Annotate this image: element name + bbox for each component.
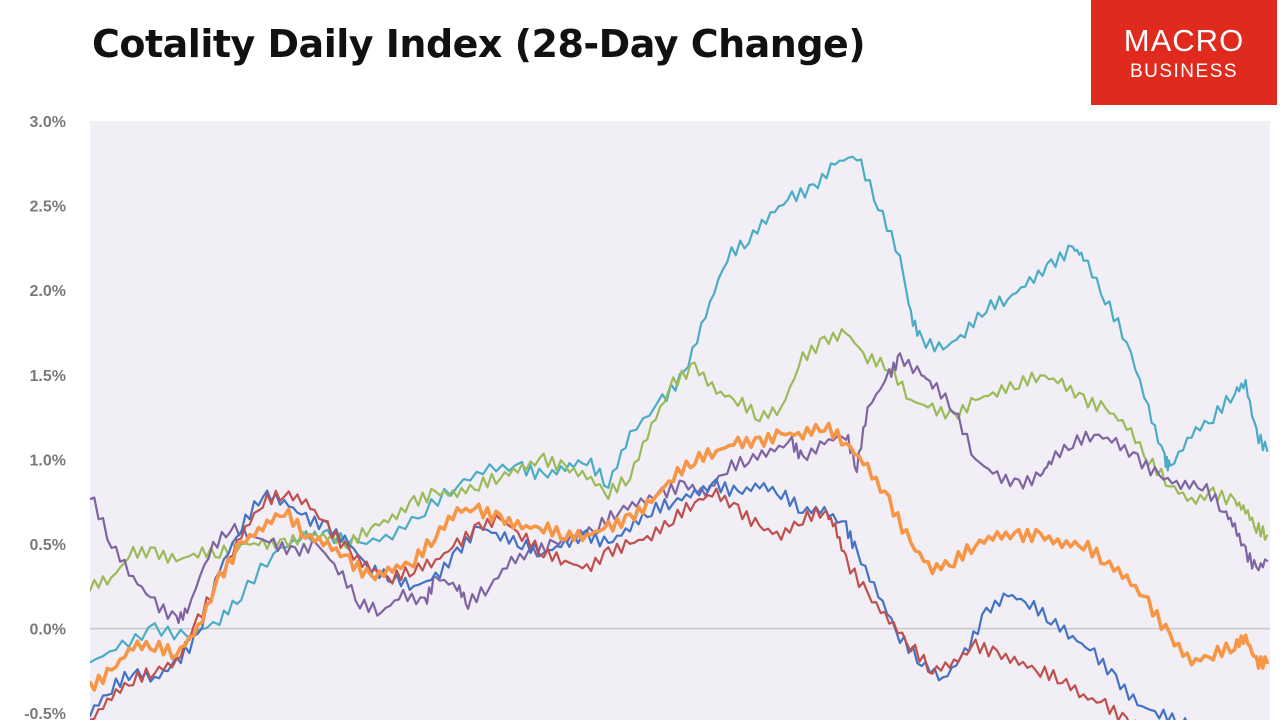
series-line-4 [90, 477, 1187, 720]
y-tick-label: 2.0% [30, 283, 66, 300]
series-line-2 [90, 328, 1269, 592]
macro-business-logo: MACRO BUSINESS [1091, 0, 1277, 105]
y-tick-label: 2.5% [30, 199, 66, 216]
y-tick-label: 1.5% [30, 368, 66, 385]
y-tick-label: 1.0% [30, 452, 66, 469]
series-line-6 [90, 421, 1269, 692]
y-tick-label: 3.0% [30, 114, 66, 131]
series-line-5 [90, 487, 1137, 720]
logo-line-2: BUSINESS [1129, 60, 1239, 82]
y-tick-label: -0.5% [24, 706, 66, 720]
y-tick-label: 0.5% [30, 537, 66, 554]
plot-area [90, 121, 1270, 720]
chart-title: Cotality Daily Index (28-Day Change) [92, 22, 866, 66]
y-tick-label: 0.0% [30, 622, 66, 639]
logo-line-1: MACRO [1123, 22, 1245, 58]
